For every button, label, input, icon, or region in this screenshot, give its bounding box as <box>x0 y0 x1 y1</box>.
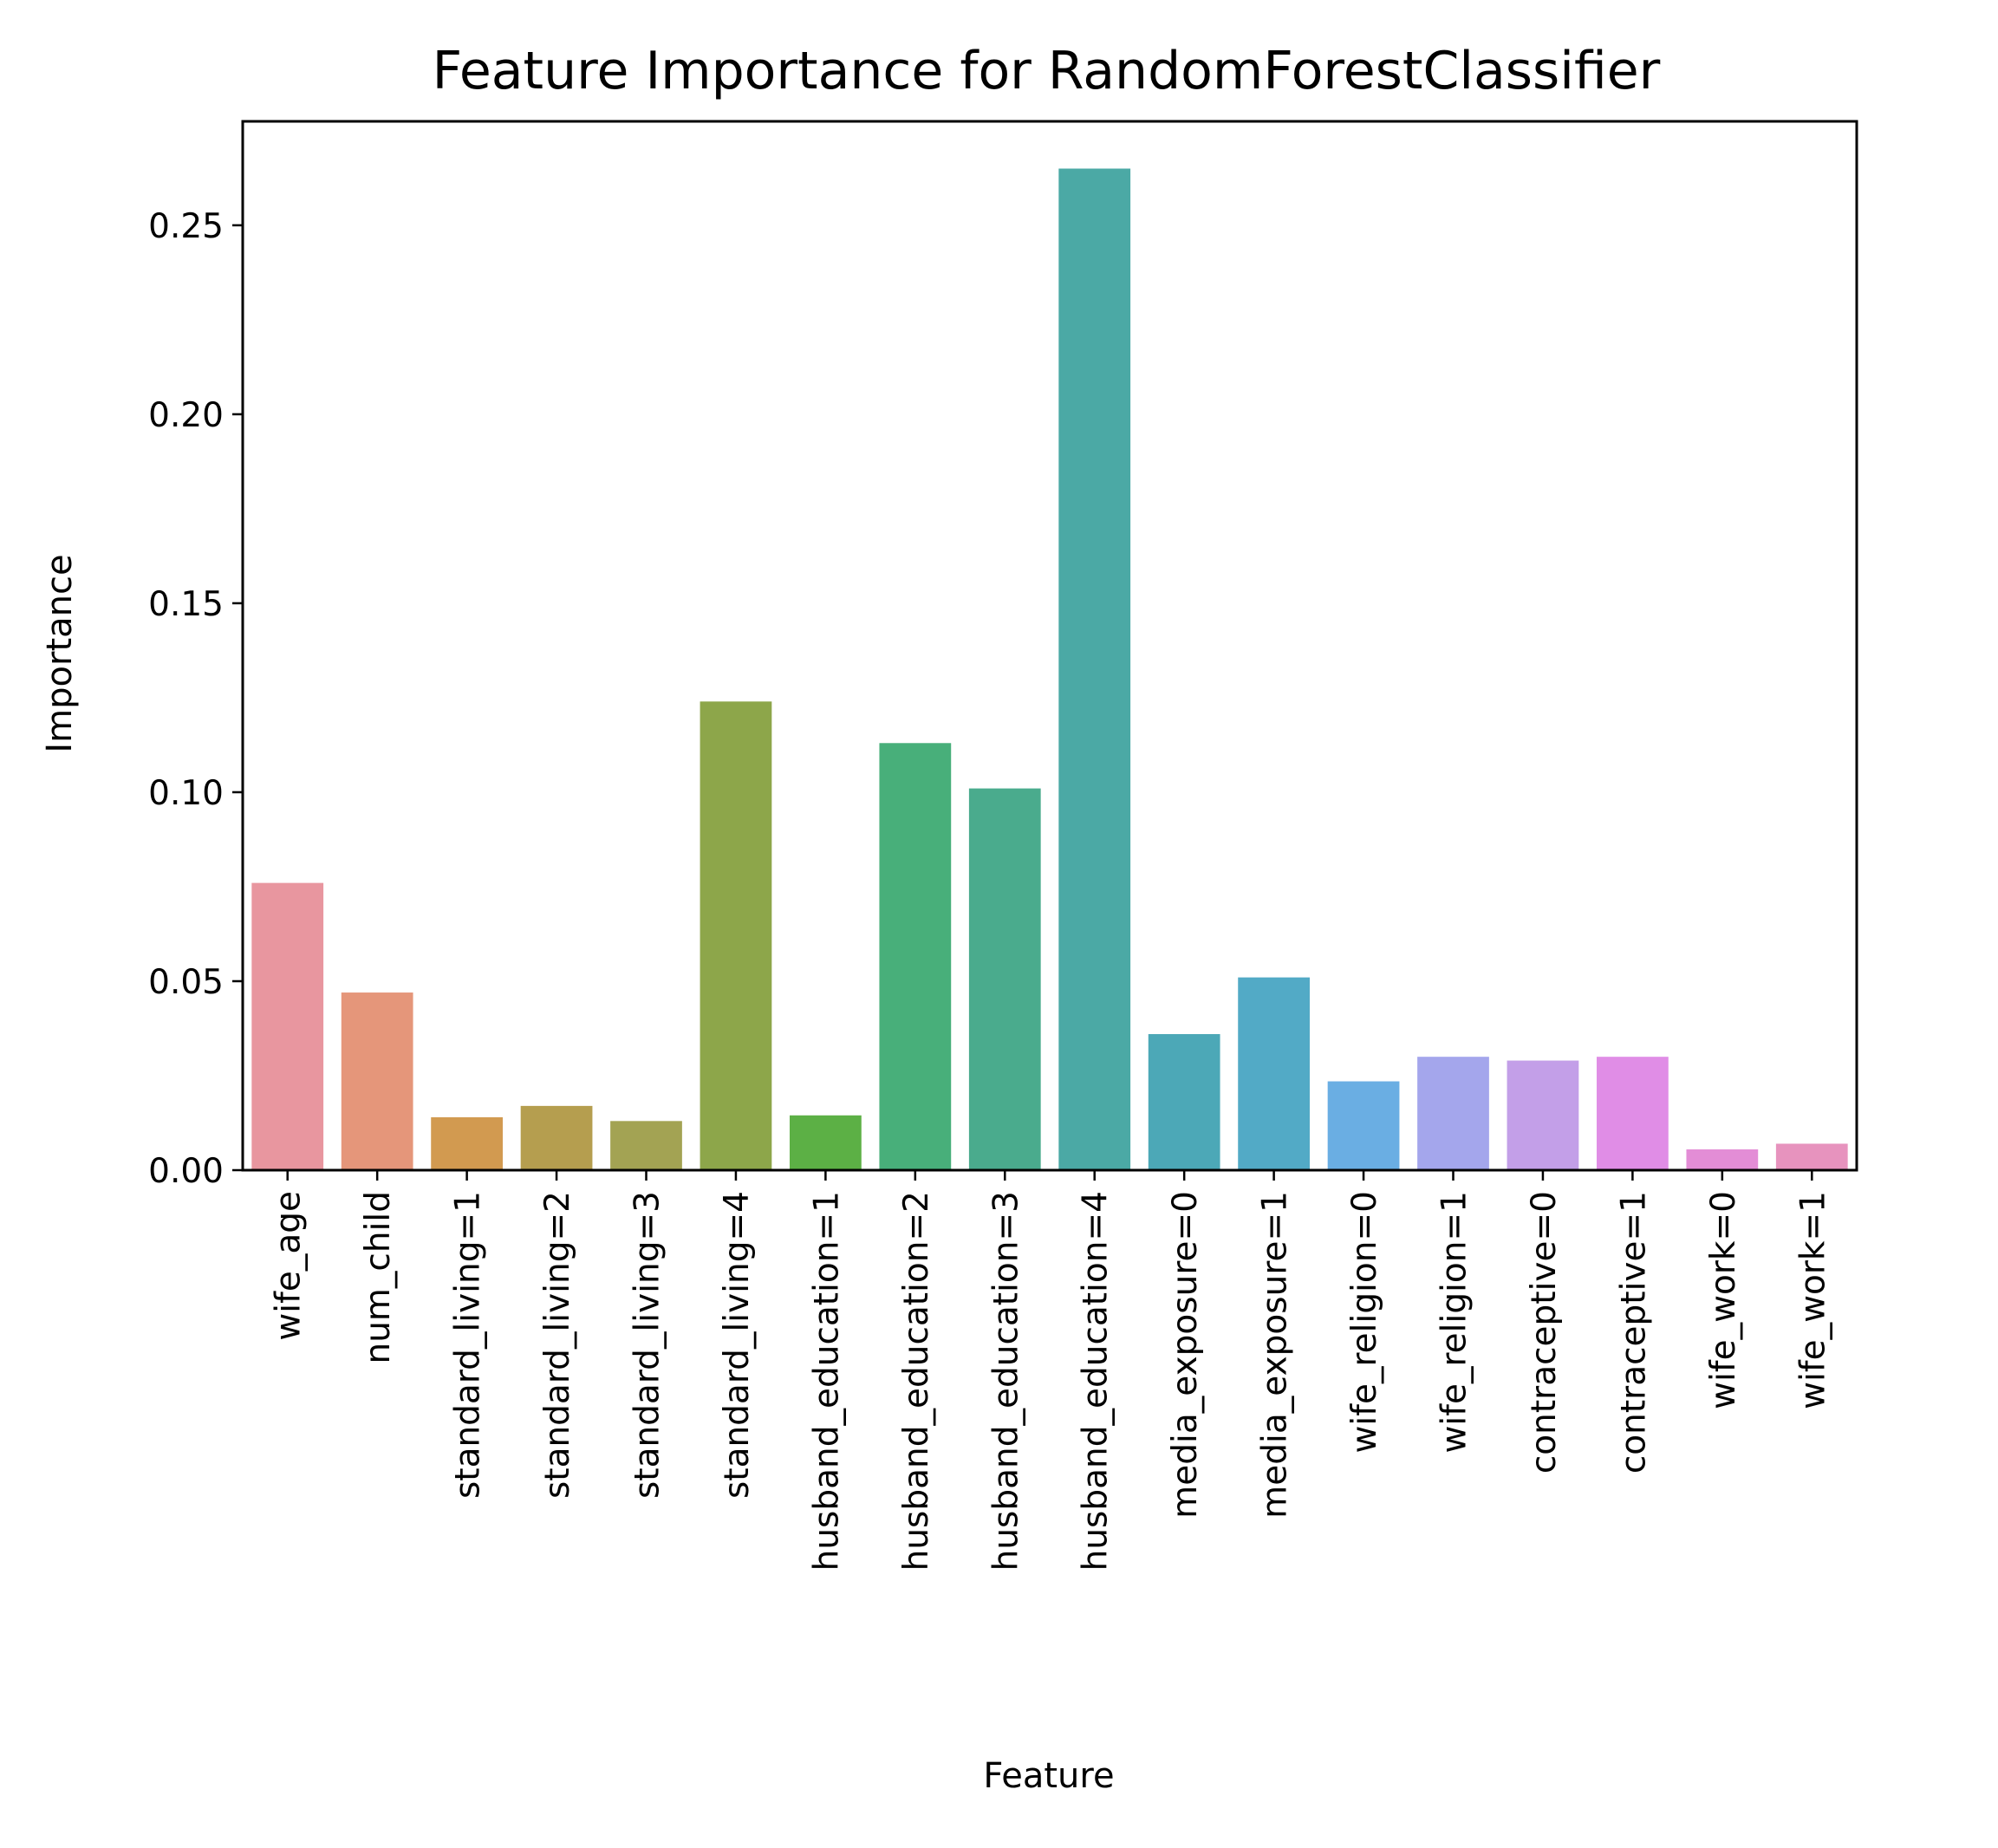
y-tick-label: 0.10 <box>148 774 224 813</box>
bar-standard_living=1 <box>431 1116 503 1170</box>
bar-wife_work=1 <box>1775 1143 1848 1170</box>
bars-group <box>251 168 1848 1170</box>
bar-wife_work=0 <box>1686 1149 1759 1170</box>
x-tick-label: wife_work=1 <box>1793 1191 1832 1409</box>
x-tick-label: wife_religion=1 <box>1435 1191 1474 1453</box>
x-tick-label: wife_age <box>270 1191 309 1341</box>
y-tick-label: 0.20 <box>148 396 224 435</box>
x-tick-label: husband_education=3 <box>986 1191 1025 1571</box>
plot-frame <box>241 120 1858 1172</box>
bar-standard_living=2 <box>520 1105 593 1170</box>
x-tick-label: standard_living=2 <box>538 1191 577 1499</box>
bar-husband_education=1 <box>790 1115 862 1170</box>
x-axis-ticks: wife_age num_child standard_living=1 standa… <box>270 1170 1832 1571</box>
x-axis-label: Feature <box>983 1756 1114 1796</box>
x-tick-label: media_exposure=1 <box>1256 1191 1295 1519</box>
y-axis-label: Importance <box>40 554 80 752</box>
x-tick-label: standard_living=1 <box>449 1191 488 1499</box>
bar-num_child <box>341 992 413 1170</box>
bar-standard_living=3 <box>610 1121 682 1170</box>
y-tick-label: 0.05 <box>148 963 224 1002</box>
bar-wife_religion=0 <box>1327 1081 1400 1170</box>
bar-media_exposure=0 <box>1148 1034 1220 1170</box>
x-tick-label: num_child <box>359 1191 398 1364</box>
bar-husband_education=2 <box>879 743 952 1170</box>
bar-wife_age <box>251 882 324 1170</box>
x-tick-label: wife_religion=0 <box>1345 1191 1384 1453</box>
bar-contraceptive=1 <box>1597 1057 1669 1170</box>
x-tick-label: wife_work=0 <box>1704 1191 1743 1409</box>
x-tick-label: contraceptive=1 <box>1614 1191 1653 1474</box>
chart-title: Feature Importance for RandomForestClass… <box>433 41 1661 101</box>
y-tick-label: 0.00 <box>148 1152 224 1191</box>
y-tick-label: 0.15 <box>148 585 224 624</box>
bar-wife_religion=1 <box>1417 1057 1489 1170</box>
x-tick-label: husband_education=2 <box>897 1191 936 1571</box>
bar-media_exposure=1 <box>1238 977 1310 1170</box>
bar-husband_education=4 <box>1058 168 1131 1170</box>
bar-husband_education=3 <box>968 788 1041 1170</box>
bar-standard_living=4 <box>700 701 772 1170</box>
x-tick-label: husband_education=4 <box>1077 1191 1116 1571</box>
y-tick-label: 0.25 <box>148 207 224 246</box>
x-tick-label: media_exposure=0 <box>1166 1191 1205 1519</box>
x-tick-label: contraceptive=0 <box>1525 1191 1564 1474</box>
bar-contraceptive=0 <box>1507 1060 1579 1170</box>
x-tick-label: standard_living=4 <box>718 1191 757 1499</box>
x-tick-label: husband_education=1 <box>807 1191 846 1571</box>
y-axis-ticks: 0.00 0.05 0.10 0.15 0.20 0.25 <box>148 207 243 1191</box>
x-tick-label: standard_living=3 <box>628 1191 667 1499</box>
